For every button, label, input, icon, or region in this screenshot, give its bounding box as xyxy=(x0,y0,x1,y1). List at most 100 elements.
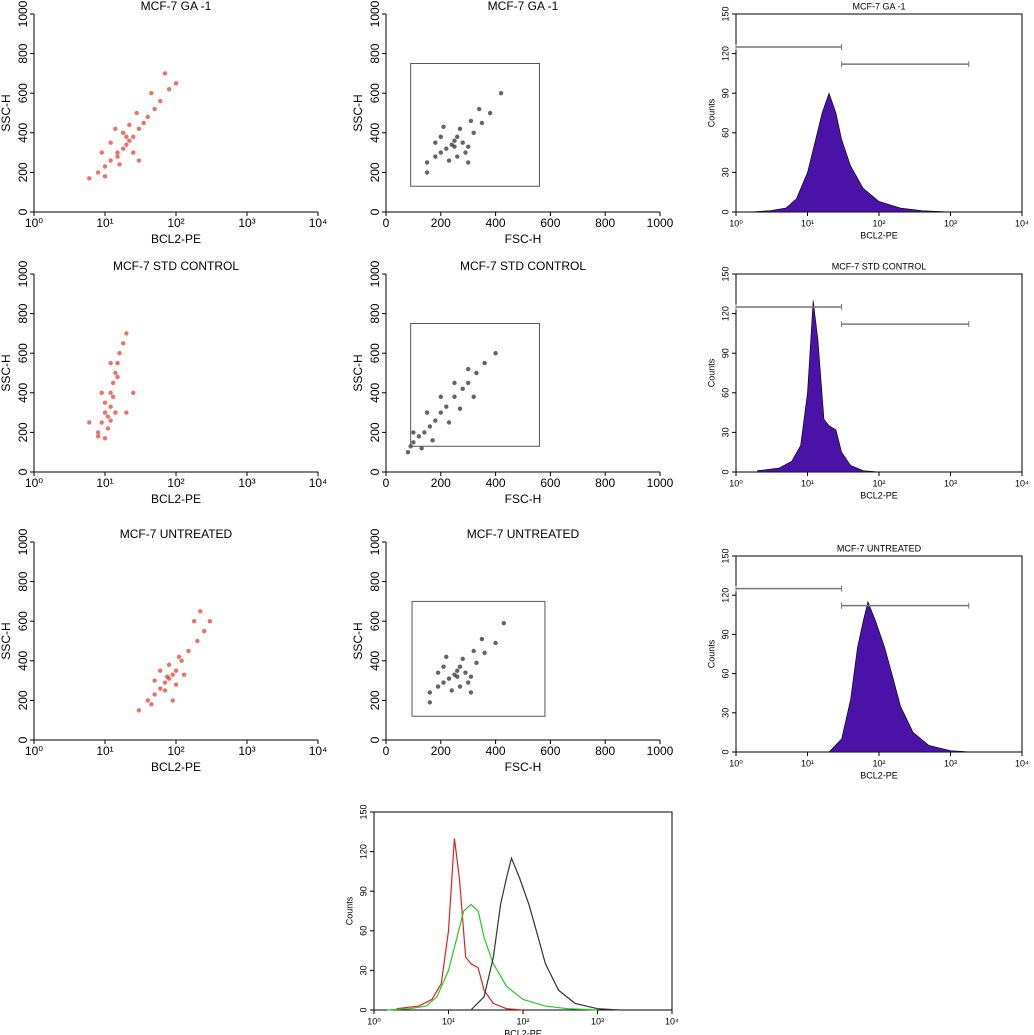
y-tick-label: 120 xyxy=(720,588,730,603)
gate xyxy=(410,63,540,187)
scatter-point xyxy=(108,140,113,145)
scatter-point xyxy=(145,114,150,120)
x-tick-label: 10¹ xyxy=(801,758,814,768)
x-tick-label: 10¹ xyxy=(442,1016,455,1026)
scatter-point xyxy=(191,619,197,624)
y-axis-label: SSC-H xyxy=(351,622,365,659)
scatter-point xyxy=(95,434,101,439)
chart-title: MCF-7 UNTREATED xyxy=(467,527,580,541)
x-tick-label: 1000 xyxy=(647,216,674,230)
y-tick-label: 1000 xyxy=(368,260,382,287)
x-tick-label: 0 xyxy=(383,216,390,230)
scatter-point xyxy=(105,414,111,419)
x-tick-label: 10⁰ xyxy=(367,1016,381,1026)
scatter-point xyxy=(120,130,126,135)
scatter-point xyxy=(170,698,175,703)
scatter-point xyxy=(152,678,157,683)
scatter-point xyxy=(131,390,136,395)
scatter-point xyxy=(466,366,471,372)
y-tick-label: 90 xyxy=(358,886,368,896)
panel: 10⁰ 10¹ 10² 10³ 10⁴ 0 200 400 600 800 1000 MCF-7 UN… xyxy=(0,527,327,774)
scatter-point xyxy=(162,688,168,693)
scatter-point xyxy=(181,672,187,677)
y-tick-label: 400 xyxy=(368,382,382,402)
scatter-point xyxy=(113,410,118,415)
scatter-point xyxy=(441,680,446,685)
y-tick-label: 1000 xyxy=(368,0,382,27)
scatter-point xyxy=(173,668,179,673)
y-tick-label: 200 xyxy=(16,422,30,442)
y-tick-label: 150 xyxy=(720,548,730,563)
scatter-point xyxy=(117,162,122,167)
scatter-point xyxy=(99,420,104,425)
scatter-point xyxy=(482,650,487,656)
scatter-point xyxy=(141,120,146,126)
panel: 0 200 400 600 800 1000 0 200 400 600 800 1000 MCF-7 … xyxy=(351,259,673,506)
y-tick-label: 800 xyxy=(368,43,382,63)
scatter-point xyxy=(460,386,465,392)
x-tick-label: 400 xyxy=(486,744,506,758)
y-tick-label: 200 xyxy=(368,690,382,710)
scatter-point xyxy=(202,628,207,634)
y-tick-label: 150 xyxy=(720,6,730,21)
scatter-point xyxy=(430,438,435,443)
y-tick-label: 0 xyxy=(368,468,382,475)
scatter-point xyxy=(455,154,460,159)
x-tick-label: 600 xyxy=(540,216,560,230)
scatter-point xyxy=(452,380,457,386)
scatter-point xyxy=(444,404,449,409)
scatter-point xyxy=(127,122,132,128)
x-tick-label: 10² xyxy=(872,218,885,228)
scatter-point xyxy=(411,440,416,445)
x-tick-label: 10¹ xyxy=(96,744,113,758)
scatter-point xyxy=(136,158,142,163)
y-tick-label: 800 xyxy=(368,303,382,323)
x-tick-label: 10⁰ xyxy=(25,744,43,758)
x-tick-label: 0 xyxy=(383,744,390,758)
x-axis-label: BCL2-PE xyxy=(151,232,201,246)
scatter-point xyxy=(152,106,157,112)
y-tick-label: 30 xyxy=(720,167,730,177)
y-axis-label: Counts xyxy=(706,358,716,387)
scatter-point xyxy=(468,118,474,124)
scatter-point xyxy=(195,638,200,644)
scatter-point xyxy=(476,106,482,112)
scatter-point xyxy=(176,654,182,660)
scatter-point xyxy=(435,670,441,675)
x-tick-label: 10⁴ xyxy=(309,476,328,490)
scatter-point xyxy=(501,620,507,626)
y-tick-label: 1000 xyxy=(16,0,30,27)
y-axis-label: SSC-H xyxy=(0,622,13,659)
scatter-point xyxy=(108,404,113,409)
y-tick-label: 400 xyxy=(16,382,30,402)
scatter-point xyxy=(466,380,471,386)
x-tick-label: 600 xyxy=(540,476,560,490)
plot-frame xyxy=(735,13,1023,213)
histogram-area xyxy=(828,600,973,753)
scatter-point xyxy=(466,680,471,685)
x-tick-label: 200 xyxy=(431,744,451,758)
panel: 10⁰ 10¹ 10² 10³ 10⁴ 0 200 400 600 800 1000 MCF-7 GA… xyxy=(0,0,327,246)
x-tick-label: 10⁰ xyxy=(25,476,43,490)
scatter-point xyxy=(113,126,118,132)
scatter-point xyxy=(108,360,113,366)
scatter-point xyxy=(424,410,430,415)
scatter-point xyxy=(136,708,142,713)
scatter-point xyxy=(474,660,479,665)
y-tick-label: 120 xyxy=(720,46,730,61)
scatter-point xyxy=(411,430,416,435)
panel: 10⁰ 10¹ 10² 10³ 10⁴ 0 30 60 90 120 150 MCF-7 UNTREA… xyxy=(706,543,1029,780)
scatter-point xyxy=(433,418,438,423)
chart-title: MCF-7 GA -1 xyxy=(852,1,905,11)
x-axis-label: BCL2-PE xyxy=(860,490,898,500)
x-tick-label: 600 xyxy=(540,744,560,758)
chart-title: MCF-7 STD CONTROL xyxy=(832,261,927,271)
gate xyxy=(410,323,540,447)
scatter-point xyxy=(134,110,139,116)
scatter-point xyxy=(162,71,168,76)
scatter-point xyxy=(452,144,457,149)
scatter-point xyxy=(95,170,101,175)
y-tick-label: 30 xyxy=(720,427,730,437)
x-tick-label: 10⁴ xyxy=(1015,218,1029,228)
scatter-point xyxy=(158,98,163,104)
